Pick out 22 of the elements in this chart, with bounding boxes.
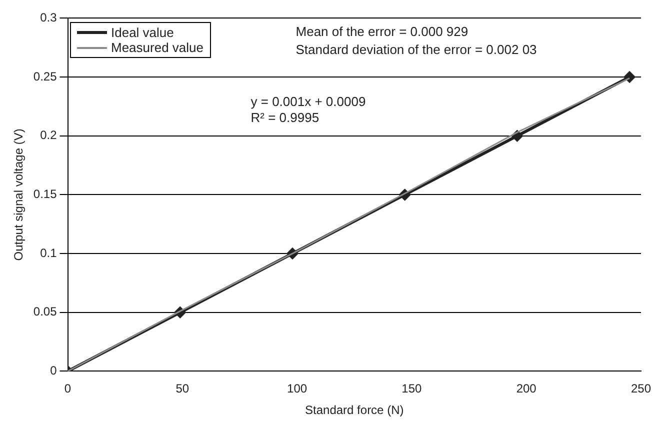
- y-tick-label: 0.1: [40, 246, 58, 260]
- x-tick-label: 100: [287, 382, 308, 396]
- y-tick-label: 0.2: [40, 128, 58, 142]
- annotation: y = 0.001x + 0.0009: [250, 94, 366, 110]
- annotation: Standard deviation of the error = 0.002 03: [296, 42, 537, 58]
- x-tick-label: 50: [176, 382, 190, 396]
- x-tick-label: 250: [630, 382, 652, 396]
- y-tick-label: 0.15: [33, 187, 58, 202]
- annotation: R² = 0.9995: [250, 110, 320, 126]
- y-tick-label: 0: [50, 364, 58, 378]
- legend-label: Measured value: [111, 40, 204, 55]
- x-tick-label: 200: [516, 382, 537, 396]
- y-tick-label: 0.05: [33, 304, 58, 319]
- x-tick-label: 0: [64, 382, 72, 396]
- annotation: Mean of the error = 0.000 929: [296, 24, 468, 40]
- y-tick-label: 0.25: [33, 69, 58, 84]
- y-axis-title: Output signal voltage (V): [12, 128, 26, 261]
- x-axis-title: Standard force (N): [305, 403, 404, 418]
- x-tick-label: 150: [402, 382, 422, 396]
- legend-label: Ideal value: [111, 25, 174, 40]
- y-tick-label: 0.3: [40, 10, 58, 25]
- point: [512, 130, 523, 142]
